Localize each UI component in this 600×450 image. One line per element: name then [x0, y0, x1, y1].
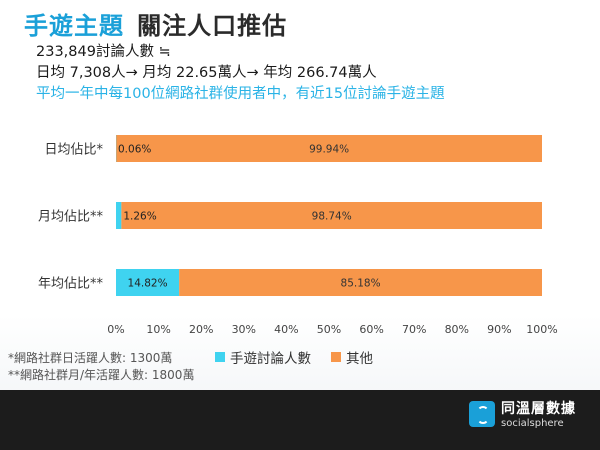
x-tick-label: 0% [107, 323, 124, 336]
footnote-monthly-yearly: **網路社群月/年活躍人數: 1800萬 [8, 368, 195, 382]
highlight-line: 平均一年中每100位網路社群使用者中，有近15位討論手遊主題 [36, 86, 445, 102]
summary-line-total: 233,849討論人數 ≒ [36, 44, 171, 60]
legend-item-game: 手遊討論人數 [215, 347, 311, 367]
summary-line-averages: 日均 7,308人→ 月均 22.65萬人→ 年均 266.74萬人 [36, 65, 377, 81]
brand-name-zh: 同溫層數據 [501, 401, 576, 417]
x-tick-label: 20% [189, 323, 213, 336]
category-label: 日均佔比* [44, 143, 103, 158]
legend-label-other: 其他 [346, 351, 373, 367]
legend-swatch-other [331, 352, 341, 362]
data-label: 85.18% [341, 278, 381, 290]
x-tick-label: 70% [402, 323, 426, 336]
title-main: 關注人口推估 [137, 12, 288, 40]
x-tick-label: 40% [274, 323, 298, 336]
x-tick-label: 60% [359, 323, 383, 336]
footnote-daily: *網路社群日活躍人數: 1300萬 [8, 351, 173, 365]
chart-legend: 手遊討論人數 其他 [215, 347, 373, 367]
category-label: 年均佔比** [38, 277, 104, 292]
title-accent: 手遊主題 [24, 12, 124, 40]
x-tick-label: 90% [487, 323, 511, 336]
brand-name-en: socialsphere [501, 418, 564, 429]
data-label: 99.94% [309, 144, 349, 156]
bar-segment [179, 269, 543, 296]
legend-swatch-game [215, 352, 225, 362]
footer-bar: 同溫層數據 socialsphere [0, 390, 600, 450]
data-label: 98.74% [312, 211, 352, 223]
data-label: 1.26% [123, 211, 156, 223]
bar-segment [116, 135, 542, 162]
legend-label-game: 手遊討論人數 [230, 351, 311, 367]
category-label: 月均佔比** [38, 210, 104, 225]
data-label: 14.82% [128, 278, 168, 290]
x-tick-label: 10% [146, 323, 170, 336]
x-tick-label: 80% [445, 323, 469, 336]
bar-segment [116, 202, 122, 229]
summary-block: 233,849討論人數 ≒ 日均 7,308人→ 月均 22.65萬人→ 年均 … [36, 42, 445, 105]
x-tick-label: 30% [232, 323, 256, 336]
data-label: 0.06% [118, 144, 151, 156]
footnotes: *網路社群日活躍人數: 1300萬 **網路社群月/年活躍人數: 1800萬 [8, 350, 194, 384]
x-tick-label: 50% [317, 323, 341, 336]
stacked-bar-chart: 日均佔比* 0.06% 99.94% 月均佔比** 1.26% 98.74% 年均佔比** 1… [38, 135, 558, 336]
socialsphere-logo-icon [469, 400, 495, 427]
legend-item-other: 其他 [331, 347, 373, 367]
page-title: 手遊主題 關注人口推估 [24, 6, 287, 40]
brand-logo: 同溫層數據 socialsphere [469, 398, 576, 429]
bar-segment [121, 202, 542, 229]
x-tick-label: 100% [526, 323, 557, 336]
bar-segment [116, 269, 180, 296]
